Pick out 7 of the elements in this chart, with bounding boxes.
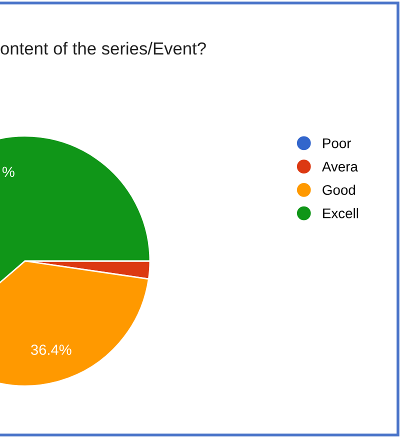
legend-label: Poor	[323, 138, 352, 148]
legend-label: Excell	[323, 208, 358, 218]
data-label: %	[2, 166, 14, 177]
legend-label: Good	[322, 184, 356, 195]
chart-title: ontent of the series/Event?	[0, 42, 206, 55]
legend-label: Avera	[322, 162, 358, 172]
data-label: 36.4%	[31, 344, 72, 355]
